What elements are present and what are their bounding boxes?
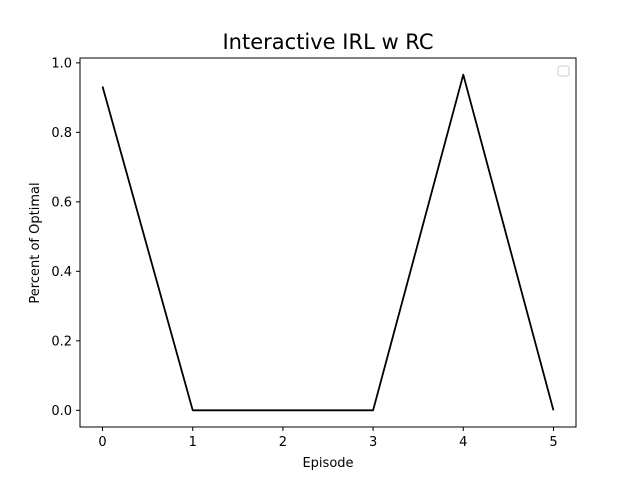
y-tick-label: 0.2 bbox=[51, 334, 72, 349]
x-tick-label: 5 bbox=[549, 435, 557, 450]
y-tick-label: 0.4 bbox=[51, 265, 72, 280]
legend-box bbox=[557, 65, 570, 77]
y-tick-label: 0.0 bbox=[51, 404, 72, 419]
series-line bbox=[101, 73, 555, 412]
y-tick-label: 0.6 bbox=[51, 195, 72, 210]
chart-title: Interactive IRL w RC bbox=[222, 30, 433, 54]
y-tick-label: 0.8 bbox=[51, 126, 72, 141]
x-axis-label: Episode bbox=[302, 456, 353, 471]
x-tick-label: 4 bbox=[459, 435, 467, 450]
y-tick-label: 1.0 bbox=[51, 56, 72, 71]
x-tick-label: 2 bbox=[279, 435, 287, 450]
plot-area: 0 1 2 3 4 5 0.0 0.2 0.4 0.6 0.8 1.0 bbox=[51, 56, 577, 450]
axes-frame bbox=[79, 57, 577, 428]
y-axis-label: Percent of Optimal bbox=[28, 182, 43, 303]
x-tick-label: 3 bbox=[369, 435, 377, 450]
x-tick-label: 1 bbox=[189, 435, 197, 450]
x-tick-label: 0 bbox=[98, 435, 106, 450]
